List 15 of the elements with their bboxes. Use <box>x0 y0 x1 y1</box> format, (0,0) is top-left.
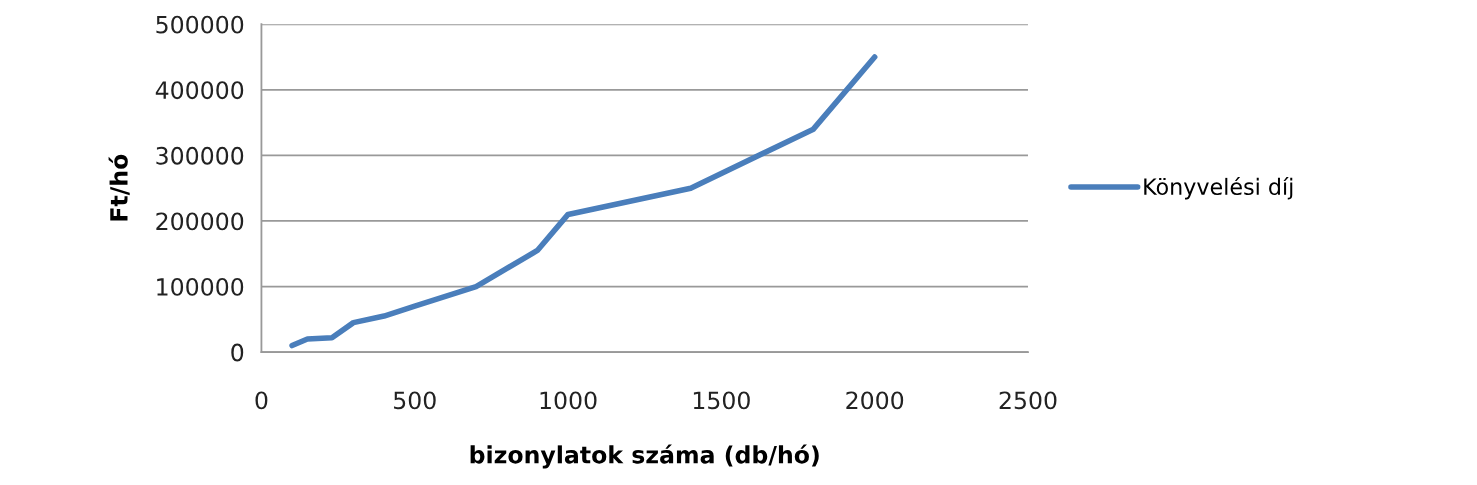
x-axis-title: bizonylatok száma (db/hó) <box>470 444 819 469</box>
x-tick-label: 2000 <box>846 391 904 410</box>
x-tick-label: 0 <box>255 391 268 410</box>
y-tick-label: 100000 <box>157 277 244 296</box>
x-tick-label: 1500 <box>693 391 750 410</box>
y-tick-label: 400000 <box>155 81 244 100</box>
legend-label: Könyvelési díj <box>1144 176 1293 200</box>
y-tick-label: 200000 <box>156 212 244 231</box>
y-tick-label: 300000 <box>156 146 244 165</box>
x-tick-label: 1000 <box>540 391 597 410</box>
y-tick-label: 0 <box>231 343 244 362</box>
y-axis-title: Ft/hó <box>108 154 130 221</box>
x-tick-label: 2500 <box>999 391 1057 410</box>
y-tick-label: 500000 <box>156 15 244 34</box>
x-tick-label: 500 <box>394 391 436 410</box>
